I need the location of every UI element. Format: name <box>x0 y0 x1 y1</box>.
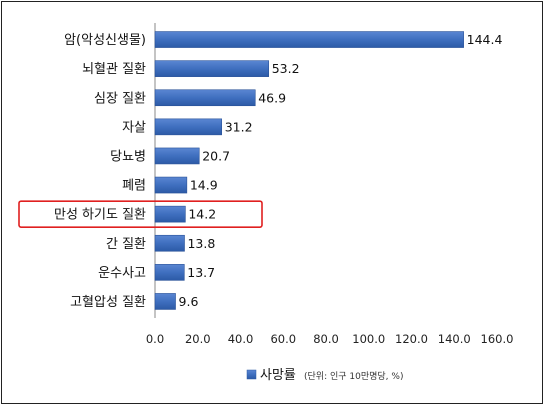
value-label: 144.4 <box>467 32 503 47</box>
category-label: 암(악성신생물) <box>64 33 146 48</box>
bar <box>154 60 270 77</box>
category-label: 뇌혈관 질환 <box>82 62 146 77</box>
highlight-box <box>18 200 263 228</box>
value-label: 13.7 <box>187 265 215 280</box>
bar <box>154 293 176 310</box>
category-label: 운수사고 <box>98 266 146 281</box>
legend-swatch <box>246 369 257 380</box>
value-label: 14.9 <box>190 178 218 193</box>
category-label: 당뇨병 <box>110 149 146 164</box>
bar <box>154 31 464 48</box>
value-label: 14.2 <box>188 207 216 222</box>
category-label: 폐렴 <box>122 179 146 194</box>
x-tick-label: 40.0 <box>228 332 254 346</box>
x-tick-label: 120.0 <box>395 332 428 346</box>
bar <box>154 264 185 281</box>
x-tick-label: 160.0 <box>481 332 514 346</box>
value-label: 13.8 <box>187 236 215 251</box>
bar <box>154 118 222 136</box>
bar <box>154 176 188 194</box>
x-tick-label: 140.0 <box>438 332 471 346</box>
value-label: 53.2 <box>272 61 300 76</box>
value-label: 20.7 <box>202 148 230 163</box>
value-label: 9.6 <box>179 294 199 309</box>
x-tick-label: 80.0 <box>313 332 339 346</box>
bar <box>154 89 256 107</box>
bar <box>154 205 186 223</box>
x-tick-label: 60.0 <box>270 332 296 346</box>
category-label: 자살 <box>122 120 146 135</box>
value-label: 46.9 <box>258 90 286 105</box>
category-label: 간 질환 <box>106 237 146 252</box>
legend-note: (단위: 인구 10만명당, %) <box>304 371 403 382</box>
category-label: 고혈압성 질환 <box>70 295 146 310</box>
x-tick-label: 0.0 <box>146 332 164 346</box>
bar <box>154 147 200 165</box>
category-label: 심장 질환 <box>94 91 146 106</box>
legend: 사망률 (단위: 인구 10만명당, %) <box>246 368 403 383</box>
bar <box>154 234 185 252</box>
x-tick-label: 100.0 <box>352 332 385 346</box>
legend-label: 사망률 <box>260 368 296 383</box>
value-label: 31.2 <box>225 119 253 134</box>
category-label: 만성 하기도 질환 <box>54 208 146 223</box>
x-tick-label: 20.0 <box>185 332 211 346</box>
